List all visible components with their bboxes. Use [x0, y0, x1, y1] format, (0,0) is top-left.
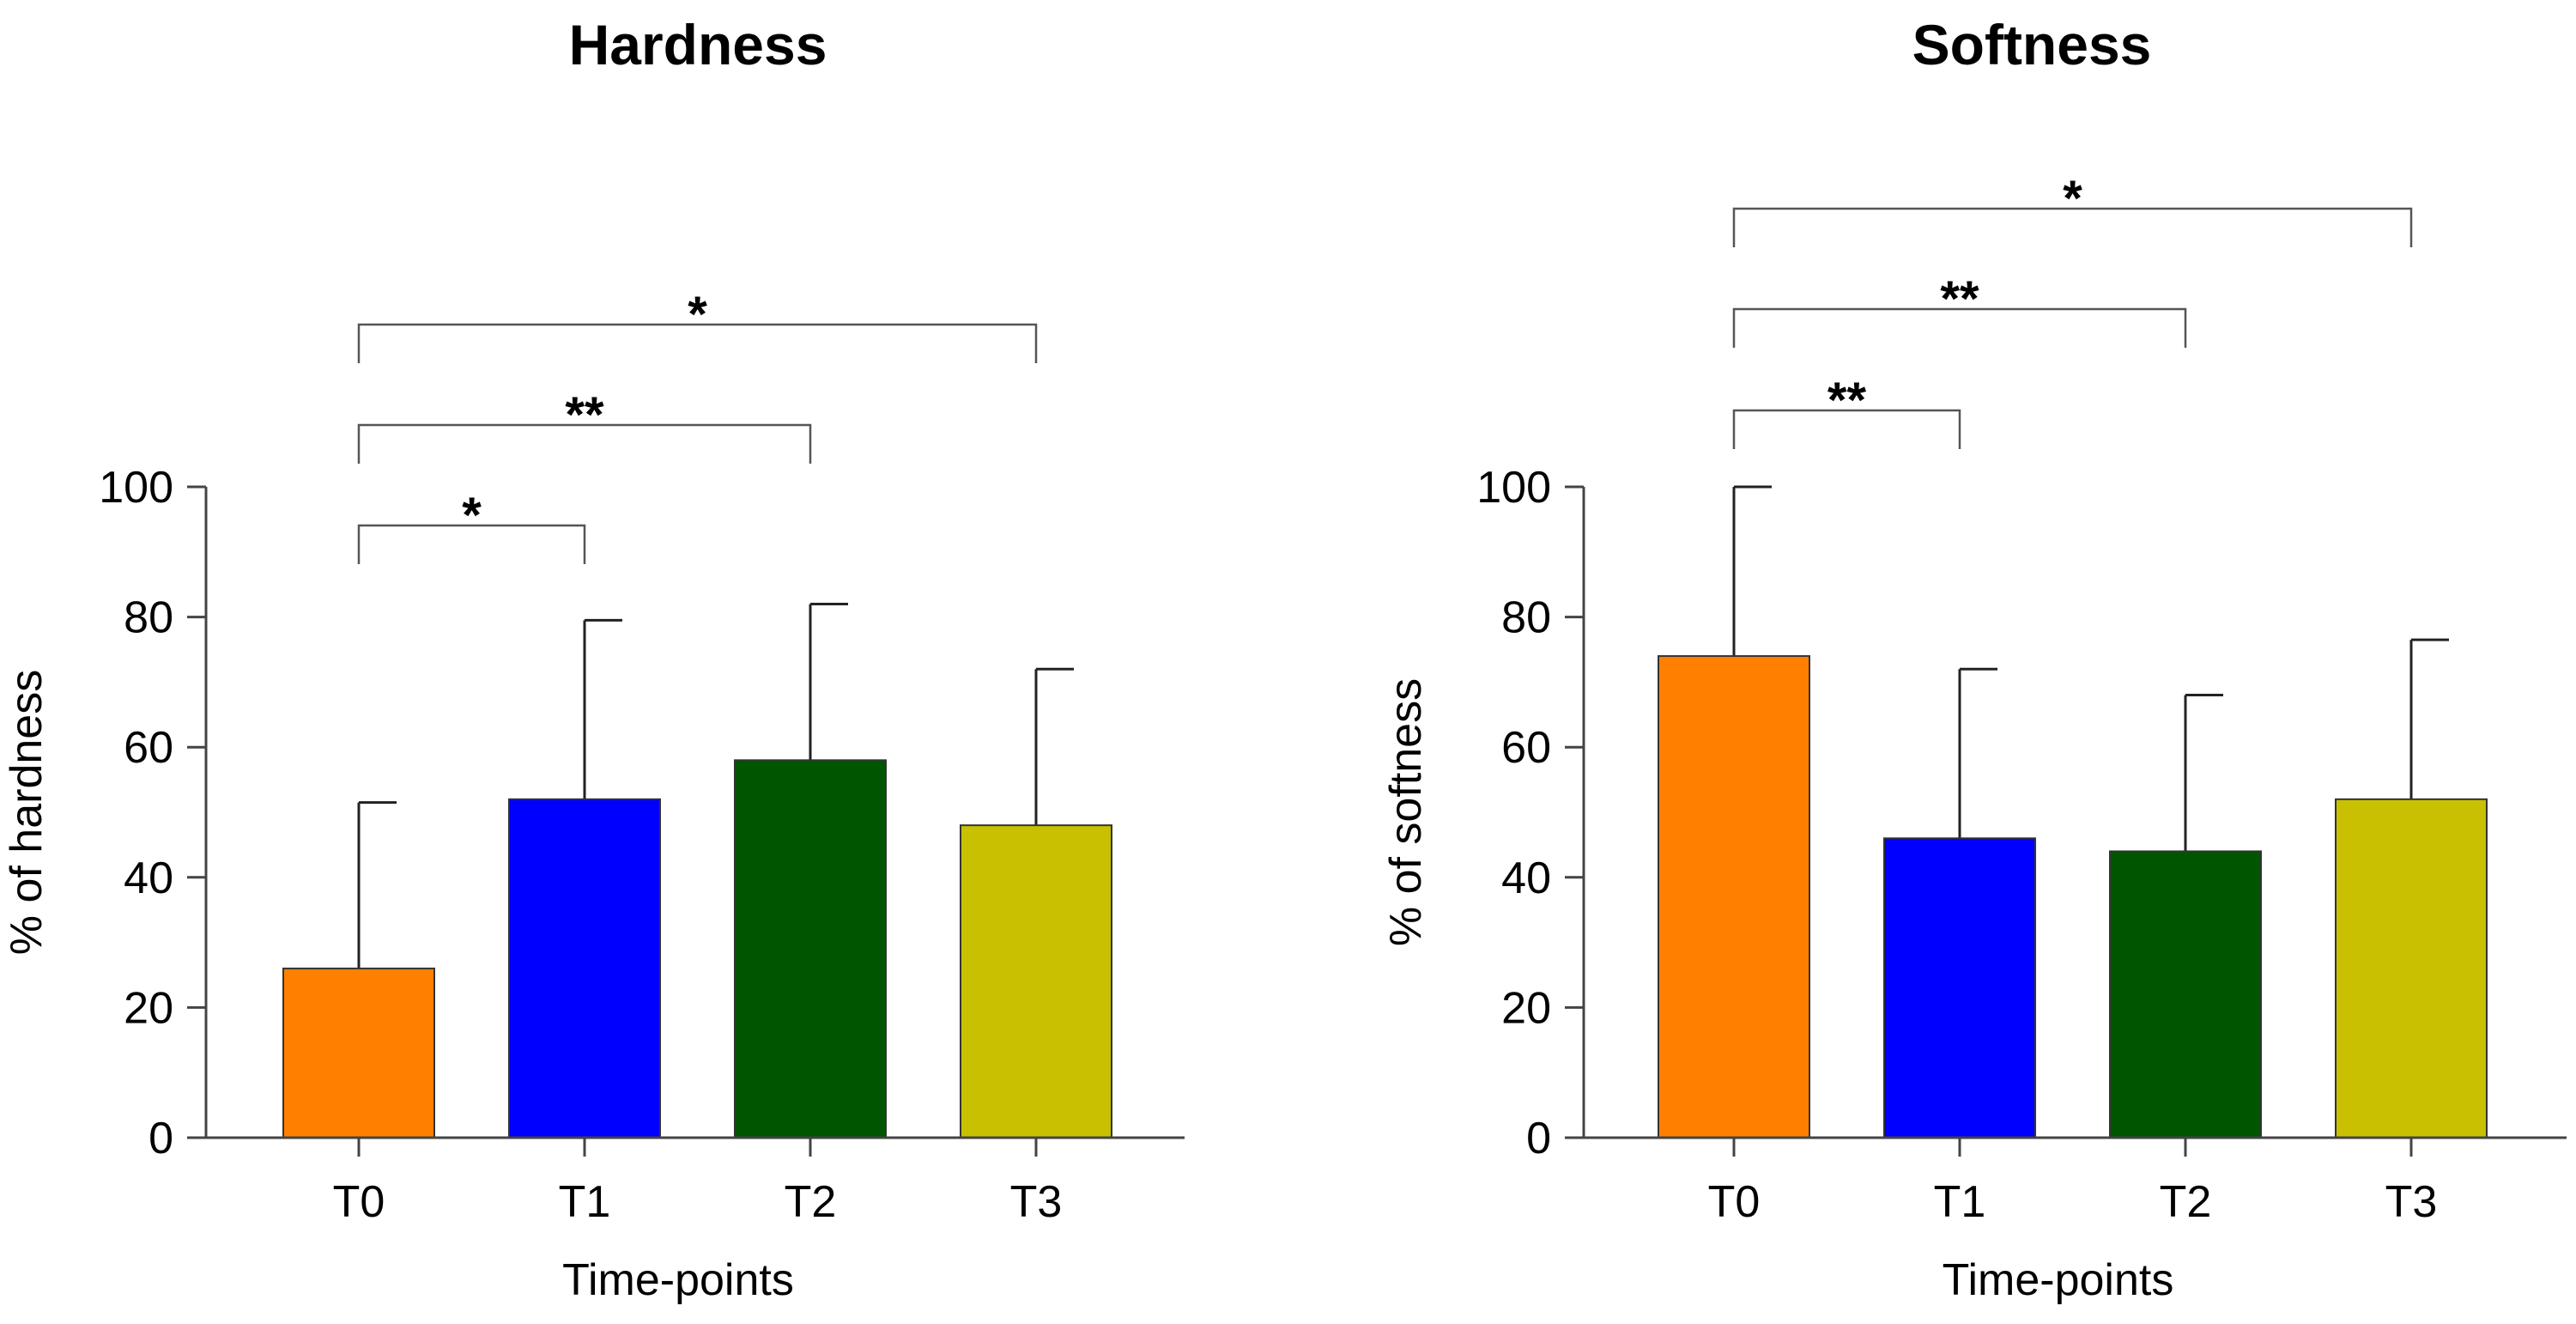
x-axis-label: Time-points — [562, 1255, 794, 1305]
x-tick-label: T3 — [2385, 1177, 2438, 1227]
y-axis-label: % of softness — [1381, 678, 1431, 946]
x-tick-label: T0 — [333, 1177, 385, 1227]
significance-marker: ** — [565, 387, 604, 443]
significance-marker: ** — [1827, 373, 1867, 428]
significance-marker: * — [688, 287, 707, 343]
y-tick-label: 20 — [1501, 983, 1551, 1033]
y-tick-label: 80 — [124, 593, 173, 643]
significance-marker: ** — [1940, 271, 1979, 327]
chart-title: Softness — [1912, 13, 2152, 76]
bar-T1 — [1883, 837, 2036, 1139]
significance-bracket — [1732, 409, 1961, 449]
y-tick-label: 20 — [124, 983, 173, 1033]
bar-T2 — [734, 759, 887, 1139]
x-tick-label: T2 — [785, 1177, 837, 1227]
x-axis-label: Time-points — [1943, 1255, 2174, 1305]
y-tick-label: 60 — [1501, 723, 1551, 773]
significance-marker: * — [462, 488, 482, 544]
significance-marker: * — [2063, 171, 2082, 227]
hardness-chart: Hardness 0 20 40 60 80 100 T0 T1 T2 T3 Time-points%… — [2, 13, 1185, 1305]
bar-T2 — [2109, 850, 2262, 1139]
chart-title: Hardness — [569, 13, 827, 76]
softness-chart: Softness 0 20 40 60 80 100 T0 T1 T2 T3 Time-points%… — [1381, 13, 2567, 1305]
y-tick-label: 0 — [148, 1114, 173, 1163]
bar-T3 — [960, 824, 1112, 1139]
y-tick-label: 0 — [1526, 1114, 1551, 1163]
significance-bracket — [1732, 207, 2413, 247]
bar-T0 — [282, 967, 435, 1139]
x-tick-label: T1 — [559, 1177, 611, 1227]
y-tick-label: 80 — [1501, 593, 1551, 643]
y-tick-label: 100 — [1476, 463, 1551, 513]
significance-bracket — [357, 423, 812, 464]
y-tick-label: 40 — [1501, 853, 1551, 903]
y-tick-label: 60 — [124, 723, 173, 773]
x-tick-label: T1 — [1934, 1177, 1986, 1227]
significance-bracket — [357, 323, 1038, 363]
y-tick-label: 40 — [124, 853, 173, 903]
y-tick-label: 100 — [99, 463, 173, 513]
x-tick-label: T2 — [2160, 1177, 2212, 1227]
significance-bracket — [1732, 307, 2187, 348]
bar-T1 — [508, 798, 661, 1139]
bar-T3 — [2335, 798, 2488, 1139]
bar-T0 — [1658, 655, 1810, 1139]
x-tick-label: T0 — [1708, 1177, 1761, 1227]
x-tick-label: T3 — [1010, 1177, 1063, 1227]
y-axis-label: % of hardness — [2, 670, 52, 955]
significance-bracket — [357, 524, 586, 564]
